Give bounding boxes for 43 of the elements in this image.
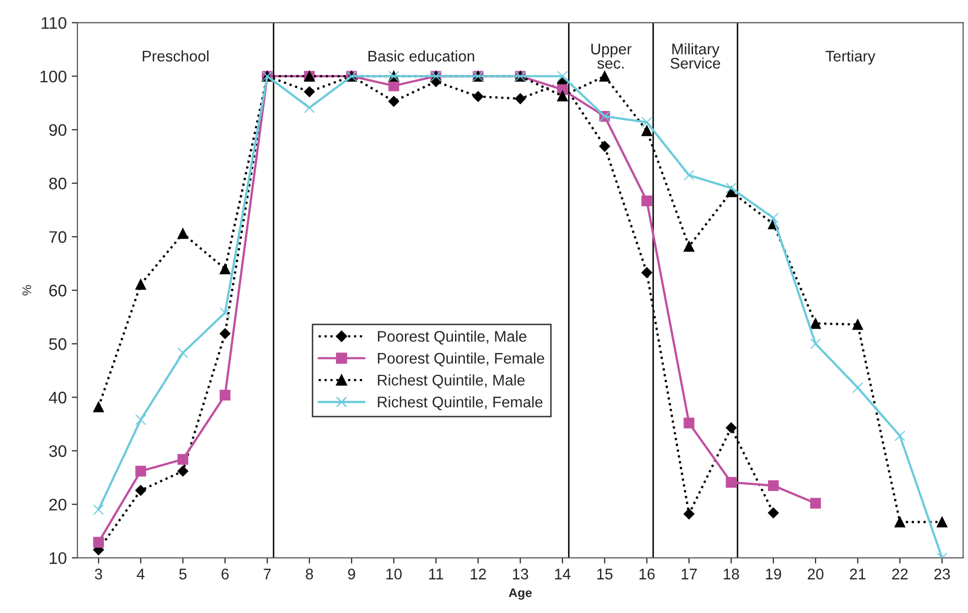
x-axis-title: Age: [508, 588, 532, 600]
y-tick-label: 10: [50, 552, 66, 564]
legend-label: Poorest Quintile, Female: [378, 352, 544, 366]
x-tick-label: 19: [766, 568, 782, 580]
x-tick-label: 12: [470, 568, 486, 580]
x-tick-label: 17: [682, 568, 697, 580]
annotation: Basic education: [368, 50, 474, 62]
x-tick-label: 13: [512, 568, 528, 580]
y-axis-title: %: [22, 285, 32, 296]
x-tick-label: 15: [597, 568, 613, 580]
x-tick-label: 23: [934, 568, 950, 580]
y-tick-label: 30: [49, 445, 66, 458]
y-tick-label: 90: [49, 124, 66, 136]
y-tick-label: 20: [49, 498, 66, 511]
y-tick-label: 100: [40, 70, 66, 82]
x-tick-label: 10: [386, 568, 402, 580]
legend-label: Richest Quintile, Female: [378, 396, 542, 410]
x-tick-label: 6: [222, 568, 229, 580]
x-tick-label: 14: [555, 568, 571, 580]
x-tick-label: 7: [264, 568, 271, 580]
annotation: Preschool: [142, 50, 208, 62]
x-tick-label: 9: [348, 568, 356, 580]
y-tick-label: 110: [42, 17, 66, 29]
x-tick-label: 21: [850, 568, 866, 580]
annotation: Military Service: [670, 43, 720, 69]
x-tick-label: 18: [724, 568, 740, 580]
y-tick-label: 50: [49, 338, 66, 350]
y-tick-label: 60: [49, 284, 66, 296]
x-tick-label: 20: [808, 568, 824, 580]
x-tick-label: 11: [429, 568, 444, 580]
legend-label: Richest Quintile, Male: [378, 374, 525, 388]
y-tick-label: 40: [48, 392, 66, 404]
annotation: Upper sec.: [591, 44, 632, 69]
x-tick-label: 22: [892, 568, 908, 580]
annotation: Tertiary: [826, 50, 876, 65]
x-tick-label: 8: [306, 568, 313, 580]
x-tick-label: 3: [94, 568, 102, 580]
x-tick-label: 4: [136, 568, 145, 580]
x-tick-label: 5: [179, 568, 186, 580]
y-tick-label: 80: [49, 178, 66, 190]
x-tick-label: 16: [640, 568, 655, 580]
legend-label: Poorest Quintile, Male: [378, 330, 526, 345]
y-tick-label: 70: [49, 231, 66, 243]
